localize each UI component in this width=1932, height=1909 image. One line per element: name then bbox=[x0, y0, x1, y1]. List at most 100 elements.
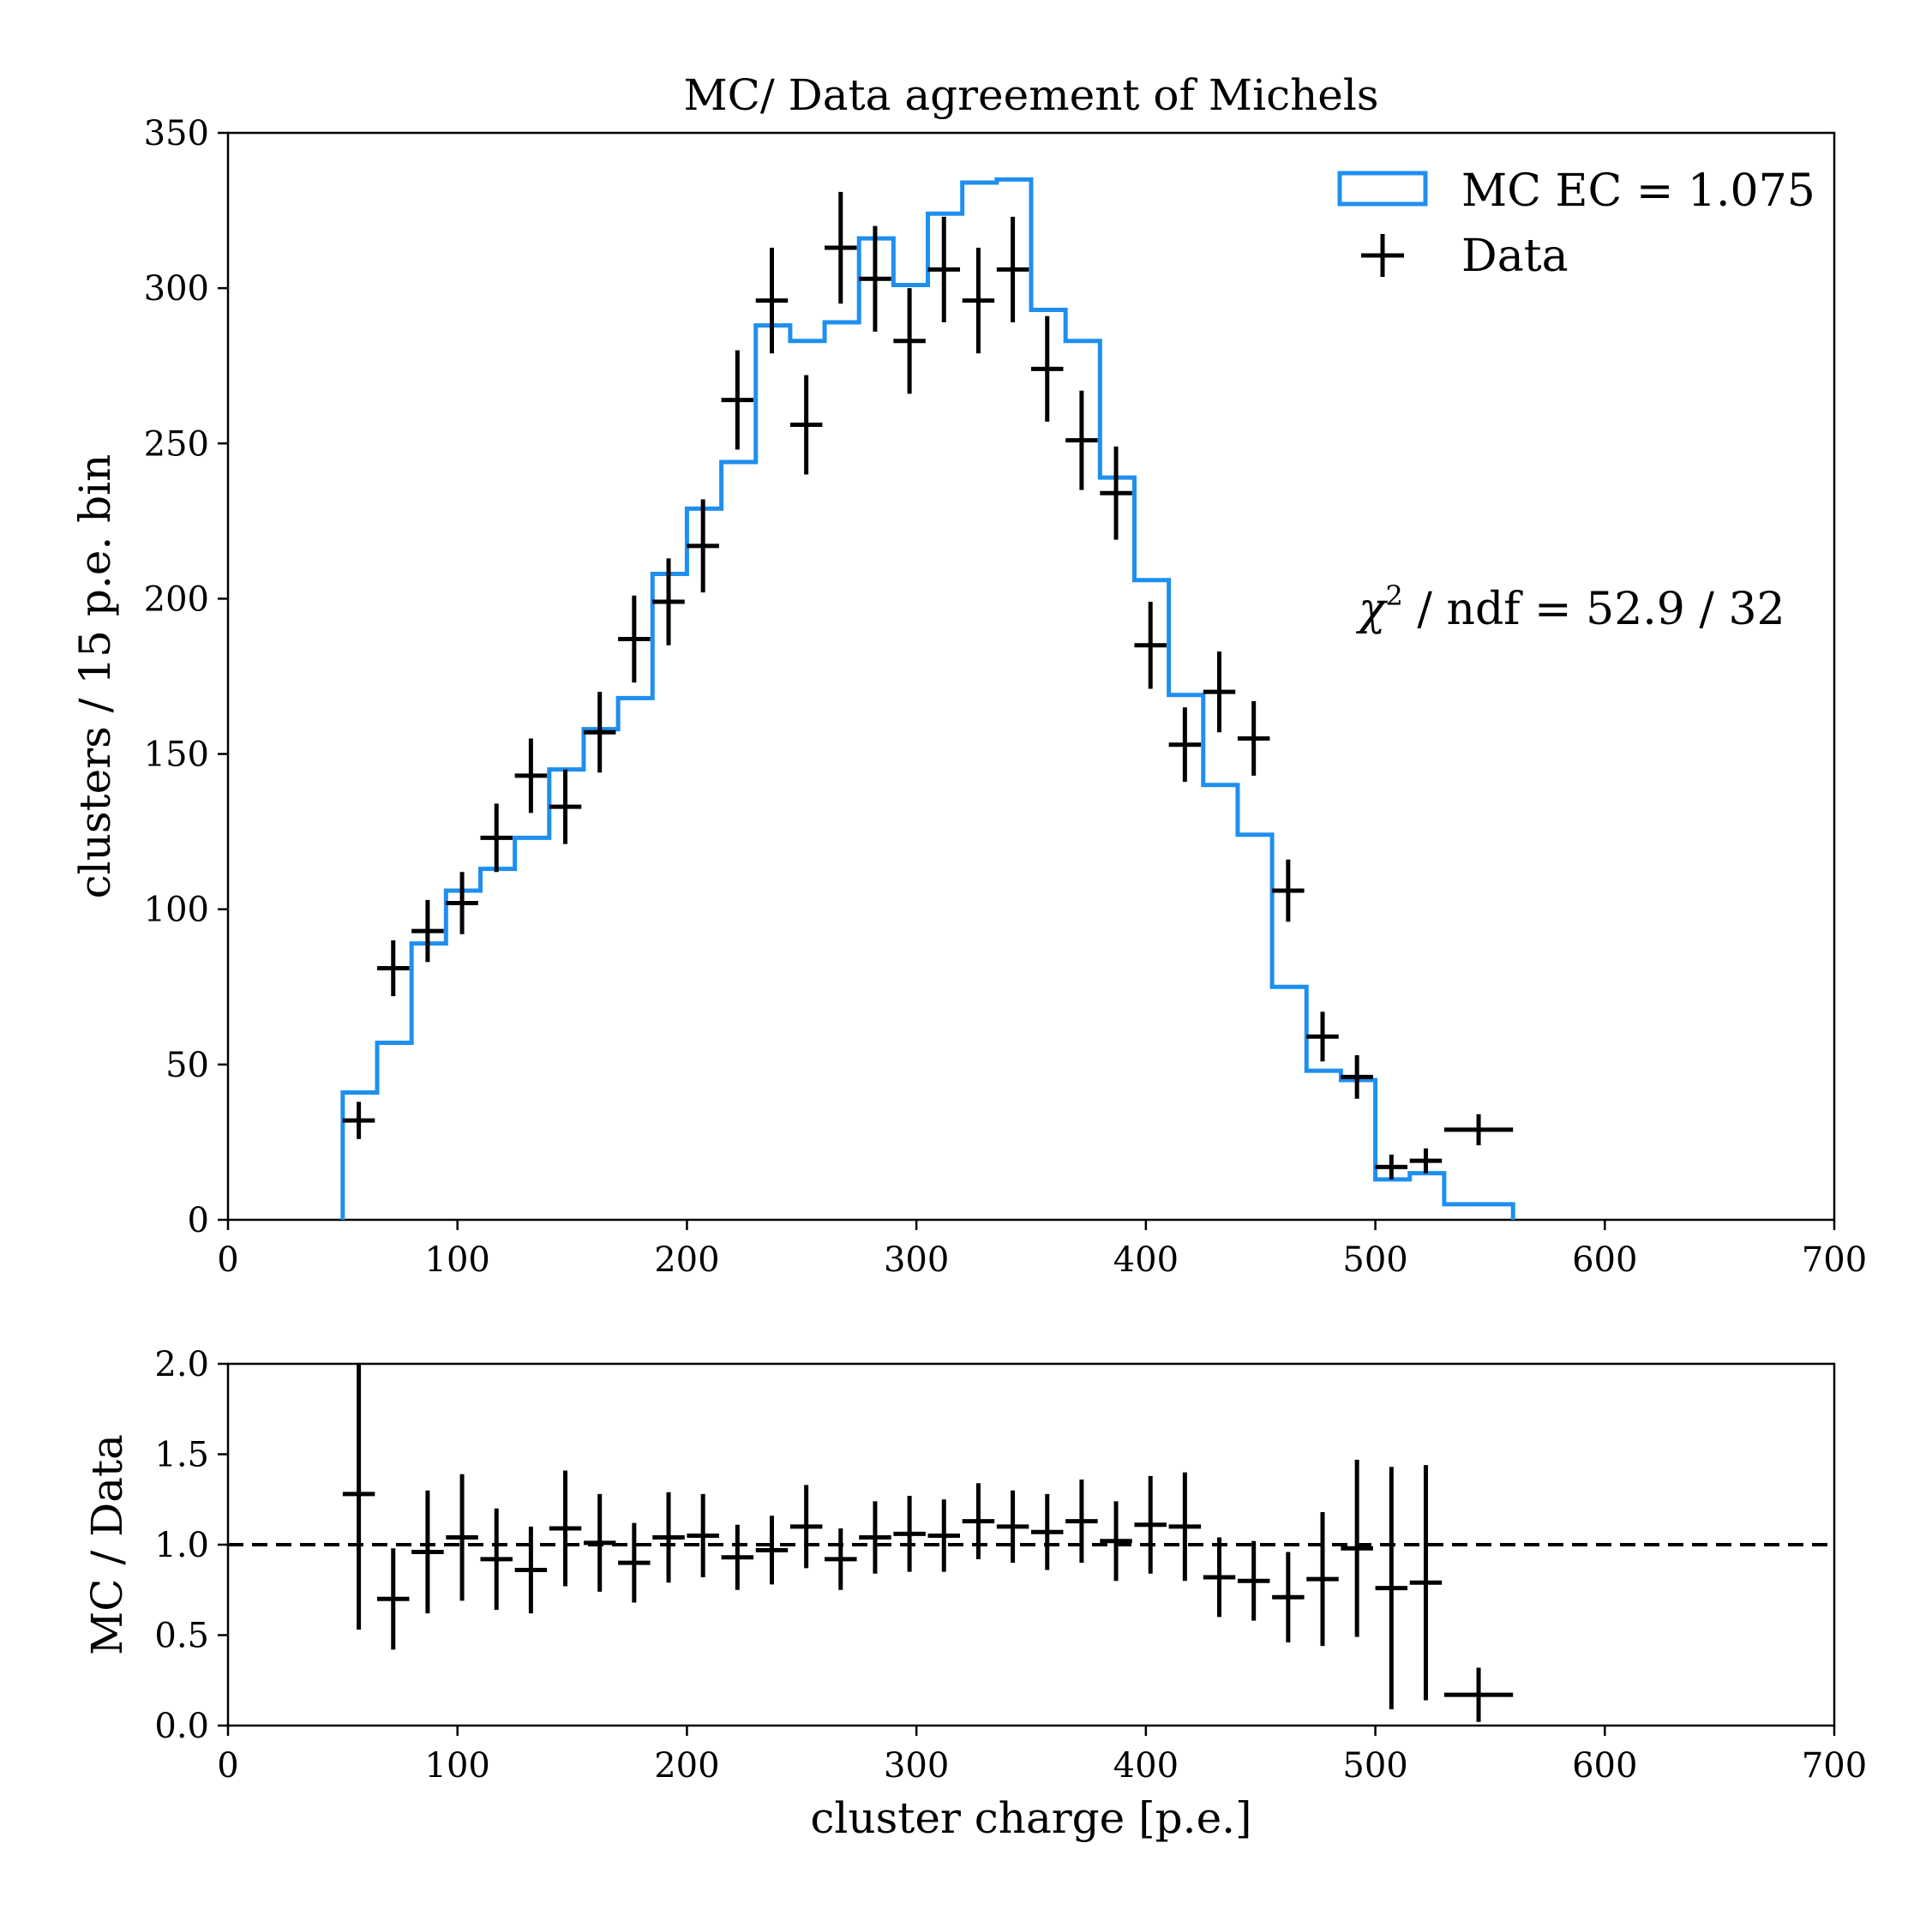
data-point bbox=[1306, 1012, 1339, 1062]
data-point bbox=[446, 872, 478, 934]
data-point bbox=[721, 1524, 754, 1590]
main-panel: 0 100 200 300 400 500 600 700 0 50 100 150 200 250 300… bbox=[144, 114, 1868, 1280]
legend-data-label: Data bbox=[1461, 231, 1569, 282]
x-tick-label: 700 bbox=[1802, 1240, 1867, 1280]
x-tick-label: 0 bbox=[217, 1746, 238, 1786]
main-y-axis-label: clusters / 15 p.e. bin bbox=[70, 454, 120, 899]
y-tick-label: 2.0 bbox=[154, 1345, 209, 1384]
data-point bbox=[549, 769, 582, 844]
y-tick-label: 100 bbox=[144, 891, 209, 930]
data-point bbox=[1443, 1667, 1514, 1722]
data-point bbox=[1443, 1114, 1514, 1146]
x-axis-label: cluster charge [p.e.] bbox=[810, 1793, 1251, 1843]
data-point bbox=[652, 558, 685, 645]
data-point bbox=[1031, 315, 1064, 422]
data-point bbox=[1203, 1537, 1236, 1618]
data-point bbox=[480, 1508, 513, 1610]
data-point bbox=[1375, 1467, 1408, 1710]
data-point bbox=[1306, 1512, 1339, 1647]
data-point bbox=[583, 692, 616, 773]
data-point bbox=[411, 1490, 444, 1614]
data-point bbox=[1203, 651, 1236, 733]
data-point bbox=[446, 1474, 478, 1601]
data-point bbox=[1272, 1552, 1305, 1642]
data-point bbox=[1168, 707, 1202, 783]
x-tick-label: 500 bbox=[1342, 1240, 1407, 1280]
chi2-superscript: 2 bbox=[1386, 579, 1403, 612]
x-tick-label: 100 bbox=[425, 1240, 490, 1280]
data-point bbox=[789, 1485, 823, 1569]
data-point bbox=[1237, 1540, 1270, 1621]
x-tick-label: 0 bbox=[217, 1240, 238, 1280]
x-tick-label: 600 bbox=[1572, 1746, 1637, 1786]
chi2-text: / ndf = 52.9 / 32 bbox=[1403, 584, 1785, 635]
data-point bbox=[1409, 1148, 1443, 1174]
y-tick-label: 0 bbox=[188, 1201, 209, 1240]
data-point bbox=[1134, 1475, 1167, 1574]
y-tick-label: 1.0 bbox=[154, 1526, 209, 1565]
data-point bbox=[1100, 1501, 1132, 1582]
y-tick-label: 250 bbox=[144, 424, 209, 464]
data-point bbox=[411, 899, 444, 963]
chi2-annotation: χ2 / ndf = 52.9 / 32 bbox=[1355, 579, 1785, 635]
y-tick-label: 0.5 bbox=[154, 1617, 209, 1656]
data-point bbox=[1409, 1465, 1443, 1701]
data-point bbox=[927, 216, 961, 322]
data-point bbox=[1100, 446, 1132, 540]
y-tick-label: 1.5 bbox=[154, 1436, 209, 1475]
x-tick-label: 200 bbox=[654, 1746, 719, 1786]
data-point bbox=[962, 248, 995, 354]
data-point bbox=[825, 1528, 857, 1590]
x-tick-label: 300 bbox=[884, 1746, 949, 1786]
mc-histogram-step bbox=[340, 177, 1515, 1220]
data-point bbox=[514, 738, 548, 813]
data-point bbox=[549, 1470, 582, 1587]
y-tick-label: 300 bbox=[144, 269, 209, 309]
data-point bbox=[1341, 1054, 1373, 1099]
data-point bbox=[1272, 859, 1305, 922]
data-point bbox=[618, 595, 651, 683]
y-tick-label: 50 bbox=[165, 1046, 209, 1085]
x-tick-label: 100 bbox=[425, 1746, 490, 1786]
x-tick-label: 200 bbox=[654, 1240, 719, 1280]
data-point bbox=[342, 1102, 375, 1139]
legend-mc-swatch bbox=[1337, 171, 1428, 207]
x-tick-label: 600 bbox=[1572, 1240, 1637, 1280]
data-point bbox=[583, 1493, 616, 1592]
data-point bbox=[1065, 1480, 1098, 1564]
data-point bbox=[514, 1526, 548, 1614]
legend-mc-label: MC EC = 1.075 bbox=[1461, 165, 1815, 217]
y-tick-label: 150 bbox=[144, 735, 209, 775]
x-tick-label: 400 bbox=[1113, 1746, 1179, 1786]
data-point bbox=[859, 225, 891, 332]
data-point bbox=[618, 1522, 651, 1603]
x-tick-label: 300 bbox=[884, 1240, 949, 1280]
data-point bbox=[1134, 602, 1167, 689]
data-point bbox=[996, 216, 1029, 322]
data-point bbox=[789, 375, 823, 475]
chi2-symbol: χ bbox=[1355, 584, 1389, 635]
y-tick-label: 0.0 bbox=[154, 1707, 209, 1746]
data-point bbox=[859, 1501, 891, 1574]
data-point bbox=[1031, 1493, 1064, 1570]
data-point bbox=[755, 1516, 789, 1585]
data-point bbox=[1237, 700, 1270, 776]
data-point bbox=[962, 1483, 995, 1559]
data-point bbox=[1375, 1154, 1408, 1180]
chart-title: MC/ Data agreement of Michels bbox=[683, 70, 1378, 120]
data-point bbox=[893, 288, 926, 394]
data-point bbox=[1168, 1472, 1202, 1582]
data-point bbox=[721, 350, 754, 450]
x-tick-label: 500 bbox=[1342, 1746, 1407, 1786]
data-point bbox=[996, 1490, 1029, 1564]
y-tick-label: 350 bbox=[144, 114, 209, 153]
data-point bbox=[652, 1492, 685, 1583]
data-point bbox=[755, 248, 789, 354]
data-point bbox=[342, 1364, 375, 1630]
data-point bbox=[687, 499, 719, 593]
data-point bbox=[480, 803, 513, 873]
x-tick-label: 700 bbox=[1802, 1746, 1867, 1786]
data-point bbox=[377, 1548, 410, 1650]
y-tick-label: 200 bbox=[144, 579, 209, 619]
